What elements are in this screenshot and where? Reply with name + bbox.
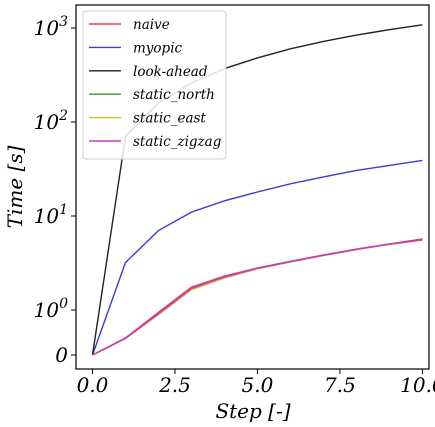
x-tick-label: 2.5 bbox=[158, 373, 191, 397]
y-tick-label: 100 bbox=[34, 296, 68, 322]
legend-label-static-east: static_east bbox=[133, 111, 206, 127]
y-tick-label: 102 bbox=[34, 108, 68, 134]
plot-frame bbox=[75, 4, 430, 370]
y-tick-label: 101 bbox=[34, 202, 68, 228]
series-line-myopic bbox=[91, 159, 423, 356]
x-axis: 0.0 2.5 5.0 7.5 10.0 bbox=[77, 369, 435, 397]
x-tick-label: 0.0 bbox=[77, 373, 109, 397]
series-layer bbox=[91, 24, 423, 356]
x-axis-label: Step [-] bbox=[215, 399, 290, 423]
series-line-static-east bbox=[92, 239, 423, 356]
y-axis-label: Time [s] bbox=[3, 145, 27, 228]
legend-label-look-ahead: look-ahead bbox=[133, 64, 208, 80]
legend-label-static-zigzag: static_zigzag bbox=[133, 134, 222, 150]
series-line-naive bbox=[92, 238, 423, 356]
x-tick-label: 5.0 bbox=[242, 373, 274, 397]
legend-label-static-north: static_north bbox=[133, 87, 215, 103]
x-tick-label: 7.5 bbox=[324, 373, 356, 397]
legend-label-naive: naive bbox=[133, 17, 170, 33]
series-line-static-north bbox=[92, 239, 423, 356]
legend: naive myopic look-ahead static_north static_… bbox=[82, 10, 227, 160]
series-line-static-zigzag bbox=[92, 238, 423, 356]
legend-label-myopic: myopic bbox=[133, 40, 183, 56]
x-tick-label: 10.0 bbox=[400, 373, 435, 397]
legend-items: naive myopic look-ahead static_north static_… bbox=[89, 17, 222, 150]
y-tick-label: 103 bbox=[34, 14, 68, 40]
y-axis: 0 100 101 102 103 bbox=[34, 14, 76, 367]
y-tick-label: 0 bbox=[55, 343, 68, 367]
